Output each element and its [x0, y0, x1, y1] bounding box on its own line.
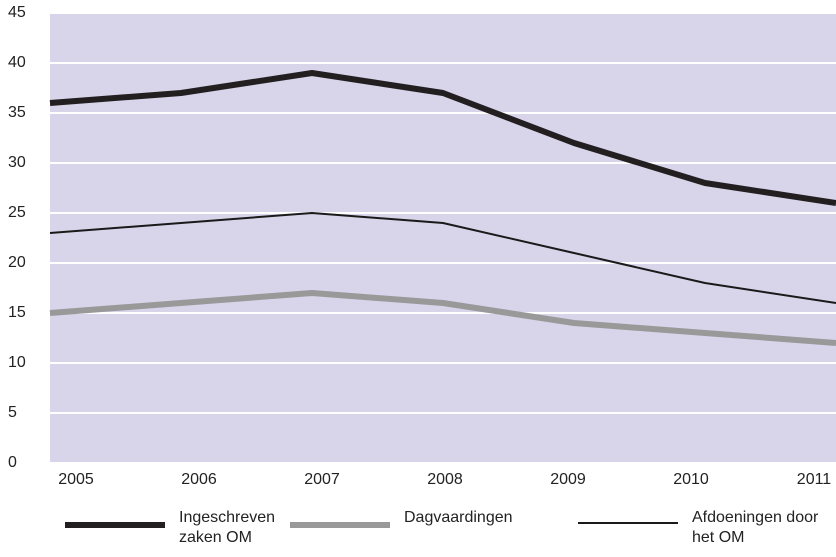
y-tick-label: 0: [8, 454, 17, 471]
legend-swatch: [578, 522, 678, 524]
legend-label: Afdoeningen door het OM: [692, 509, 819, 546]
series-line: [49, 70, 836, 206]
legend-item: Dagvaardingen: [290, 508, 584, 528]
x-tick-label: 2009: [550, 471, 586, 488]
legend-swatch: [65, 522, 165, 528]
y-tick-label: 15: [8, 304, 26, 321]
x-tick-label: 2006: [181, 471, 217, 488]
x-tick-label: 2007: [304, 471, 340, 488]
y-tick-label: 5: [8, 404, 17, 421]
y-tick-label: 45: [8, 4, 26, 21]
y-tick-label: 40: [8, 54, 26, 71]
legend-swatch: [290, 522, 390, 528]
y-tick-label: 35: [8, 104, 26, 121]
y-tick-label: 30: [8, 154, 26, 171]
series-line: [49, 212, 836, 304]
x-tick-label: 2010: [673, 471, 709, 488]
legend-item: Ingeschreven zaken OM: [65, 508, 309, 548]
series-line: [49, 290, 836, 346]
legend-label: Ingeschreven zaken OM: [179, 509, 276, 546]
chart: 0 5 10 15 20 25 30 35 40 45 2005 2006 2007 2008 2009 20…: [8, 4, 836, 488]
legend-item: Afdoeningen door het OM: [578, 508, 822, 548]
plot-background: [50, 13, 836, 463]
legend-label: Dagvaardingen: [404, 509, 513, 526]
legend: Ingeschreven zaken OM Dagvaardingen Afdoen…: [0, 508, 836, 557]
x-tick-label: 2005: [58, 471, 94, 488]
x-tick-label: 2008: [427, 471, 463, 488]
y-tick-label: 25: [8, 204, 26, 221]
y-tick-label: 20: [8, 254, 26, 271]
x-tick-label: 2011: [797, 471, 832, 488]
y-tick-label: 10: [8, 354, 26, 371]
